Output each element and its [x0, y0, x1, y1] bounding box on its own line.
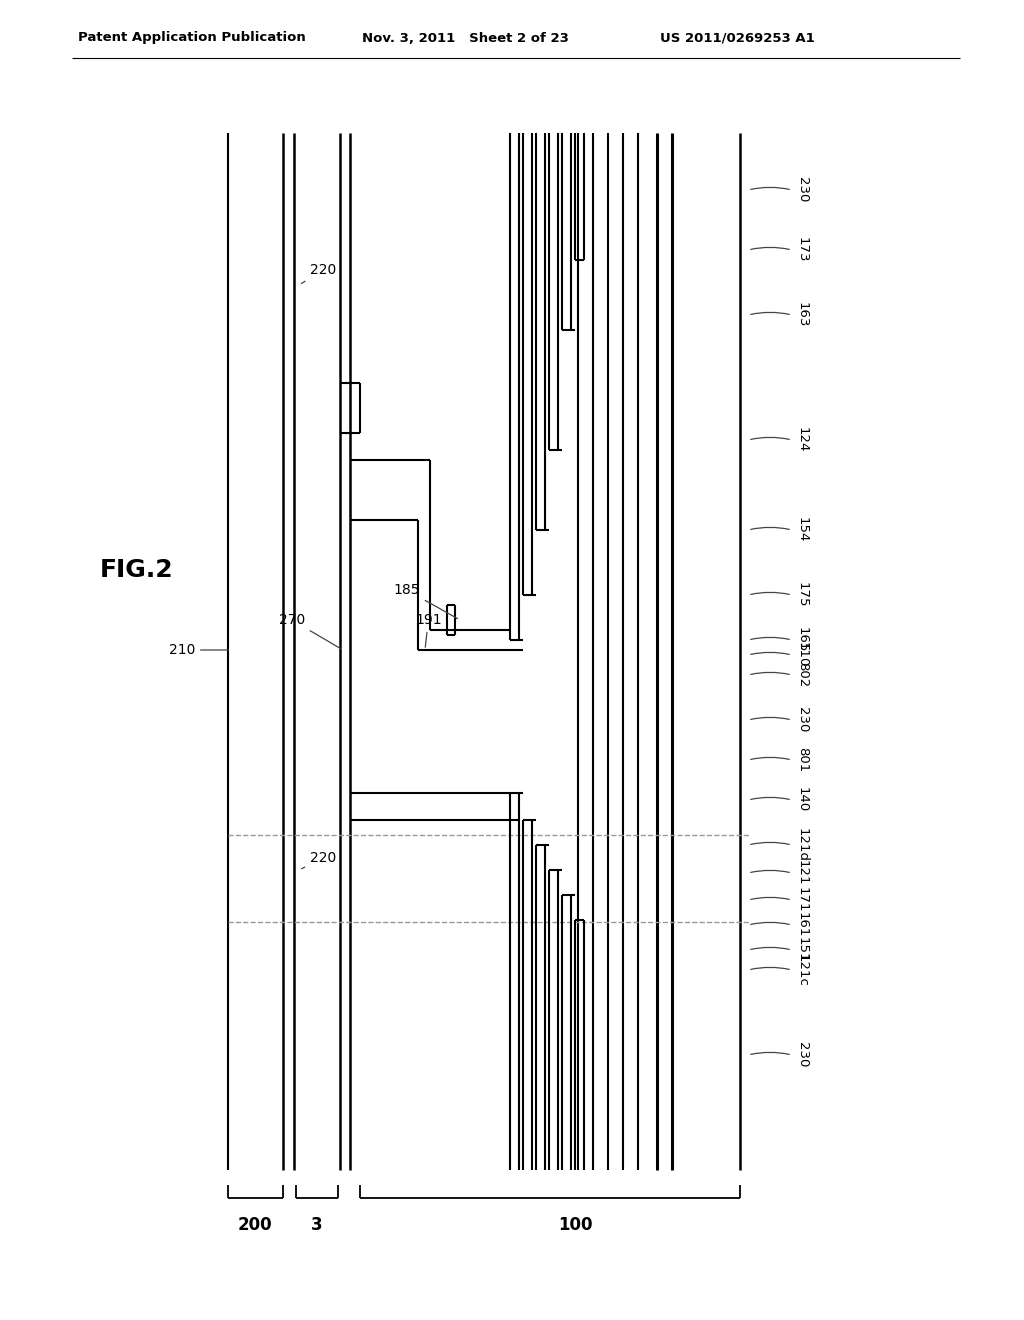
Text: 124: 124	[796, 428, 809, 453]
Text: 140: 140	[796, 787, 809, 813]
Text: 220: 220	[301, 263, 336, 284]
Text: 151: 151	[796, 937, 809, 962]
Text: 163: 163	[796, 302, 809, 327]
Text: 165: 165	[796, 627, 809, 652]
Text: Patent Application Publication: Patent Application Publication	[78, 32, 306, 45]
Text: 200: 200	[238, 1216, 272, 1234]
Text: US 2011/0269253 A1: US 2011/0269253 A1	[660, 32, 815, 45]
Text: 220: 220	[301, 851, 336, 869]
Text: 230: 230	[796, 1043, 809, 1068]
Text: 185: 185	[393, 583, 458, 619]
Text: 171: 171	[796, 887, 809, 912]
Text: 802: 802	[796, 663, 809, 688]
Text: 121c: 121c	[796, 953, 809, 986]
Text: 110: 110	[796, 643, 809, 668]
Text: 191: 191	[415, 612, 441, 647]
Text: 161: 161	[796, 912, 809, 937]
Text: 801: 801	[796, 747, 809, 772]
Text: 175: 175	[796, 582, 809, 607]
Text: 3: 3	[311, 1216, 323, 1234]
Text: 173: 173	[796, 238, 809, 263]
Text: FIG.2: FIG.2	[100, 558, 174, 582]
Text: 154: 154	[796, 517, 809, 543]
Text: 121: 121	[796, 861, 809, 886]
Text: 270: 270	[279, 612, 341, 648]
Text: Nov. 3, 2011   Sheet 2 of 23: Nov. 3, 2011 Sheet 2 of 23	[362, 32, 569, 45]
Text: 230: 230	[796, 177, 809, 203]
Text: 230: 230	[796, 708, 809, 733]
Text: 121d: 121d	[796, 828, 809, 862]
Text: 210: 210	[169, 643, 228, 657]
Text: 100: 100	[558, 1216, 592, 1234]
